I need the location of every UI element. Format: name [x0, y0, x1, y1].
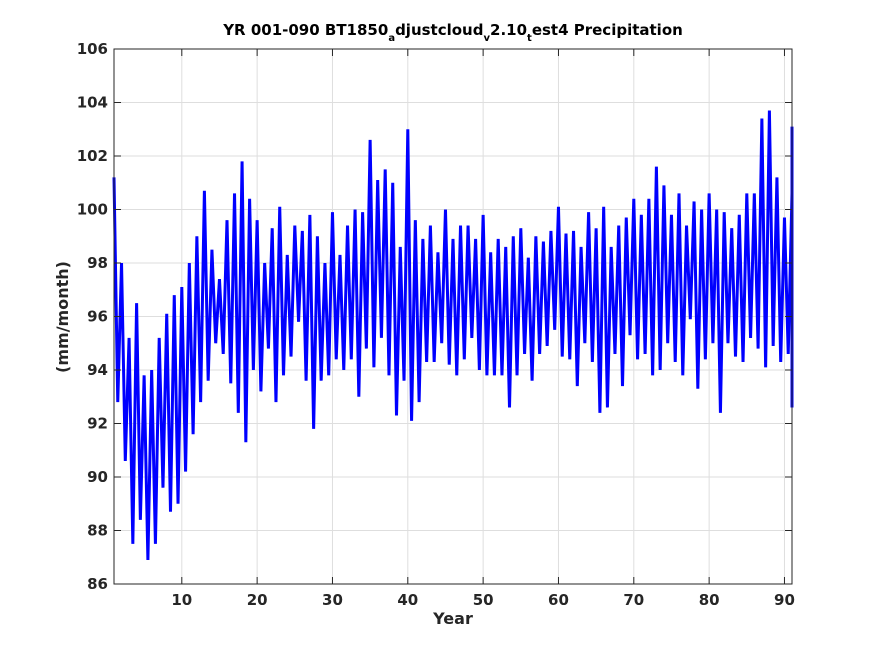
y-tick-label: 90 — [87, 468, 108, 486]
x-tick-label: 40 — [397, 591, 418, 609]
title-segment: djustcloud — [395, 21, 483, 39]
y-tick-label: 94 — [87, 361, 108, 379]
x-tick-label: 60 — [548, 591, 569, 609]
y-tick-label: 92 — [87, 415, 108, 433]
x-axis-label: Year — [432, 609, 473, 628]
x-tick-label: 70 — [623, 591, 644, 609]
y-tick-labels: 86 88 90 92 94 96 98 100 102 104 106 — [77, 40, 108, 593]
y-tick-label: 98 — [87, 254, 108, 272]
y-tick-label: 102 — [77, 147, 108, 165]
title-segment: est4 Precipitation — [532, 21, 683, 39]
title-segment: v — [483, 33, 490, 44]
x-tick-label: 80 — [699, 591, 720, 609]
x-tick-labels: 10 20 30 40 50 60 70 80 90 — [171, 591, 795, 609]
series-line — [112, 110, 794, 560]
x-tick-label: 10 — [171, 591, 192, 609]
x-tick-label: 90 — [774, 591, 795, 609]
y-tick-label: 88 — [87, 522, 108, 540]
x-tick-label: 20 — [247, 591, 268, 609]
chart-title: YR 001-090 BT1850adjustcloudv2.10test4 P… — [222, 21, 683, 44]
y-tick-label: 104 — [77, 94, 108, 112]
title-segment: t — [527, 33, 532, 44]
y-tick-label: 106 — [77, 40, 108, 58]
series-layer — [112, 110, 794, 560]
title-segment: 2.10 — [490, 21, 527, 39]
tick-marks — [114, 48, 792, 585]
x-tick-label: 30 — [322, 591, 343, 609]
title-segment: a — [388, 33, 395, 44]
y-tick-label: 100 — [77, 201, 108, 219]
x-tick-label: 50 — [473, 591, 494, 609]
y-axis-label: (mm/month) — [53, 261, 72, 373]
y-tick-label: 96 — [87, 308, 108, 326]
title-segment: YR 001-090 BT1850 — [222, 21, 388, 39]
y-tick-label: 86 — [87, 575, 108, 593]
